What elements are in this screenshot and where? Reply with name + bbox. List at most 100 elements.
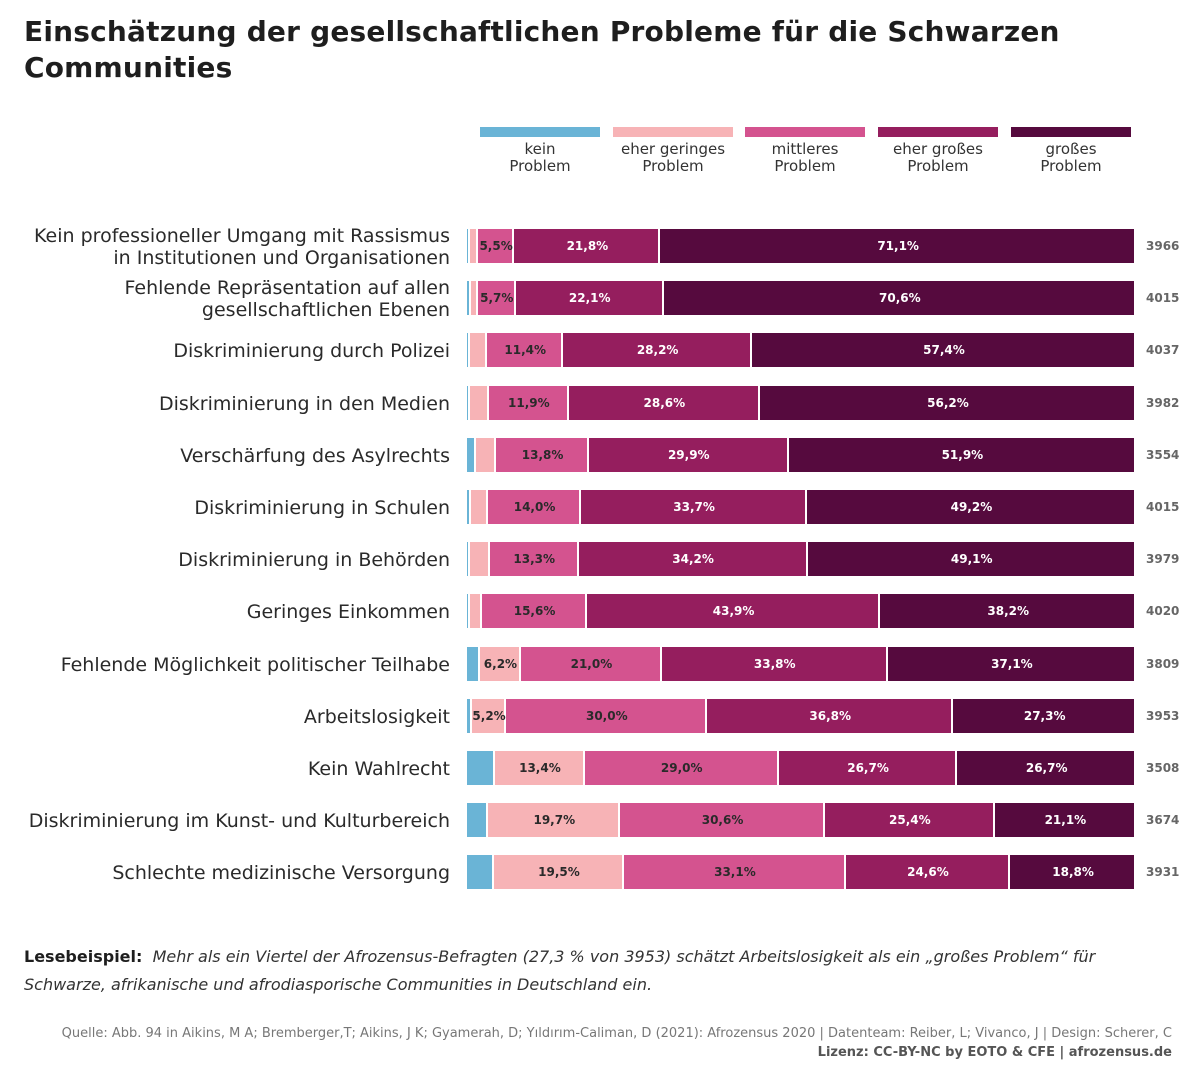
- legend-swatch: [745, 127, 865, 137]
- sample-size-label: 3508: [1146, 761, 1180, 775]
- data-label: 33,7%: [673, 500, 715, 514]
- bar-segment: [489, 385, 567, 420]
- data-label: 19,7%: [533, 813, 576, 828]
- category-label: Schlechte medizinische Versorgung: [112, 862, 450, 885]
- bar-segment: [1010, 855, 1134, 890]
- data-label: 49,2%: [950, 500, 993, 514]
- legend: kein Problem eher geringes Problem mittler…: [480, 127, 1140, 187]
- data-label: 51,9%: [941, 447, 984, 462]
- bar-segment: [467, 385, 469, 420]
- data-label: 21,8%: [566, 239, 609, 253]
- bar-segment: [488, 803, 619, 838]
- category-label: Diskriminierung in den Medien: [158, 392, 450, 415]
- bar-segment: [788, 437, 1134, 472]
- bar-segment: [751, 333, 1134, 368]
- bar-segment: [493, 855, 623, 890]
- sample-size-label: 3966: [1146, 239, 1180, 253]
- data-label: 13,4%: [519, 761, 561, 775]
- category-label: Geringes Einkommen: [246, 601, 450, 624]
- data-label: 71,1%: [877, 239, 919, 253]
- category-label: Diskriminierung in Schulen: [194, 497, 450, 519]
- data-label: 49,1%: [950, 552, 993, 567]
- data-label: 22,1%: [568, 291, 611, 306]
- data-label: 11,4%: [504, 343, 547, 358]
- sample-size-label: 3931: [1146, 865, 1180, 880]
- data-label: 70,6%: [879, 291, 921, 306]
- bar-segment: [514, 229, 659, 263]
- sample-size-label: 3982: [1146, 395, 1180, 410]
- legend-swatch: [878, 127, 998, 137]
- data-label: 27,3%: [1023, 708, 1066, 723]
- bar-segment: [568, 385, 759, 420]
- bar-segment: [661, 646, 886, 681]
- sample-size-label: 3809: [1146, 656, 1180, 671]
- bar-segment: [760, 385, 1134, 420]
- bar-segment: [489, 542, 577, 577]
- bar-segment: [467, 281, 469, 316]
- legend-label: mittleres Problem: [771, 140, 839, 175]
- legend-item: eher geringes Problem: [613, 127, 733, 175]
- data-label: 25,4%: [889, 813, 931, 828]
- category-label: Verschärfung des Asylrechts: [180, 444, 450, 467]
- bar-segment: [471, 698, 505, 733]
- data-label: 33,8%: [753, 656, 796, 671]
- bar-segment: [471, 281, 476, 316]
- bar-segment: [467, 698, 470, 733]
- data-label: 57,4%: [923, 343, 965, 358]
- category-label: Diskriminierung im Kunst- und Kulturbere…: [28, 810, 450, 833]
- data-label: 5,5%: [479, 239, 513, 253]
- bar-segment: [467, 437, 475, 472]
- bar-segment: [707, 698, 952, 733]
- data-label: 37,1%: [991, 656, 1033, 671]
- data-label: 28,2%: [636, 343, 679, 358]
- license-note: Lizenz: CC-BY-NC by EOTO & CFE | afrozen…: [817, 1045, 1172, 1060]
- bar-segment: [563, 333, 750, 368]
- data-label: 43,9%: [712, 604, 755, 619]
- category-label: Kein Wahlrecht: [307, 758, 450, 780]
- bar-segment: [482, 594, 585, 629]
- chart-title: Einschätzung der gesellschaftlichen Prob…: [24, 15, 1060, 84]
- bar-segment: [660, 229, 1134, 263]
- bar-segment: [824, 803, 993, 838]
- data-label: 5,2%: [472, 708, 506, 723]
- bar-segment: [470, 542, 488, 577]
- legend-item: großes Problem: [1011, 127, 1131, 175]
- bar-segment: [620, 803, 823, 838]
- legend-label: großes Problem: [1040, 140, 1102, 175]
- data-label: 15,6%: [513, 604, 556, 619]
- bar-segment: [663, 281, 1134, 316]
- bar-segment: [467, 751, 494, 785]
- bar-segment: [467, 490, 469, 524]
- data-label: 13,8%: [521, 447, 564, 462]
- bar-segment: [487, 333, 562, 368]
- category-label: Kein professioneller Umgang mit Rassismu…: [34, 225, 450, 269]
- sample-size-label: 4015: [1146, 291, 1180, 306]
- bar-segment: [467, 542, 469, 577]
- data-label: 30,0%: [585, 708, 628, 723]
- data-label: 26,7%: [1025, 761, 1068, 775]
- legend-swatch: [613, 127, 733, 137]
- category-label: Diskriminierung durch Polizei: [173, 340, 450, 363]
- reading-example-text: Mehr als ein Viertel der Afrozensus-Befr…: [24, 947, 1096, 994]
- bar-segment: [957, 751, 1134, 785]
- bar-segment: [495, 751, 583, 785]
- sample-size-label: 3554: [1146, 447, 1180, 462]
- bar-segment: [476, 437, 495, 472]
- bar-segment: [479, 646, 520, 681]
- bar-segment: [887, 646, 1134, 681]
- data-label: 14,0%: [513, 500, 556, 514]
- data-label: 26,7%: [847, 761, 889, 775]
- legend-item: mittleres Problem: [745, 127, 865, 175]
- bar-segment: [806, 490, 1134, 524]
- bar-segment: [471, 490, 486, 524]
- category-label: Fehlende Repräsentation auf allen gesell…: [124, 277, 450, 322]
- legend-label: eher großes Problem: [893, 140, 983, 175]
- bar-segment: [467, 333, 469, 368]
- bar-segment: [807, 542, 1134, 577]
- reading-example-label: Lesebeispiel:: [24, 947, 143, 966]
- data-label: 13,3%: [513, 552, 556, 567]
- bar-segment: [467, 229, 469, 263]
- bar-segment: [880, 594, 1134, 629]
- data-label: 21,1%: [1044, 813, 1087, 828]
